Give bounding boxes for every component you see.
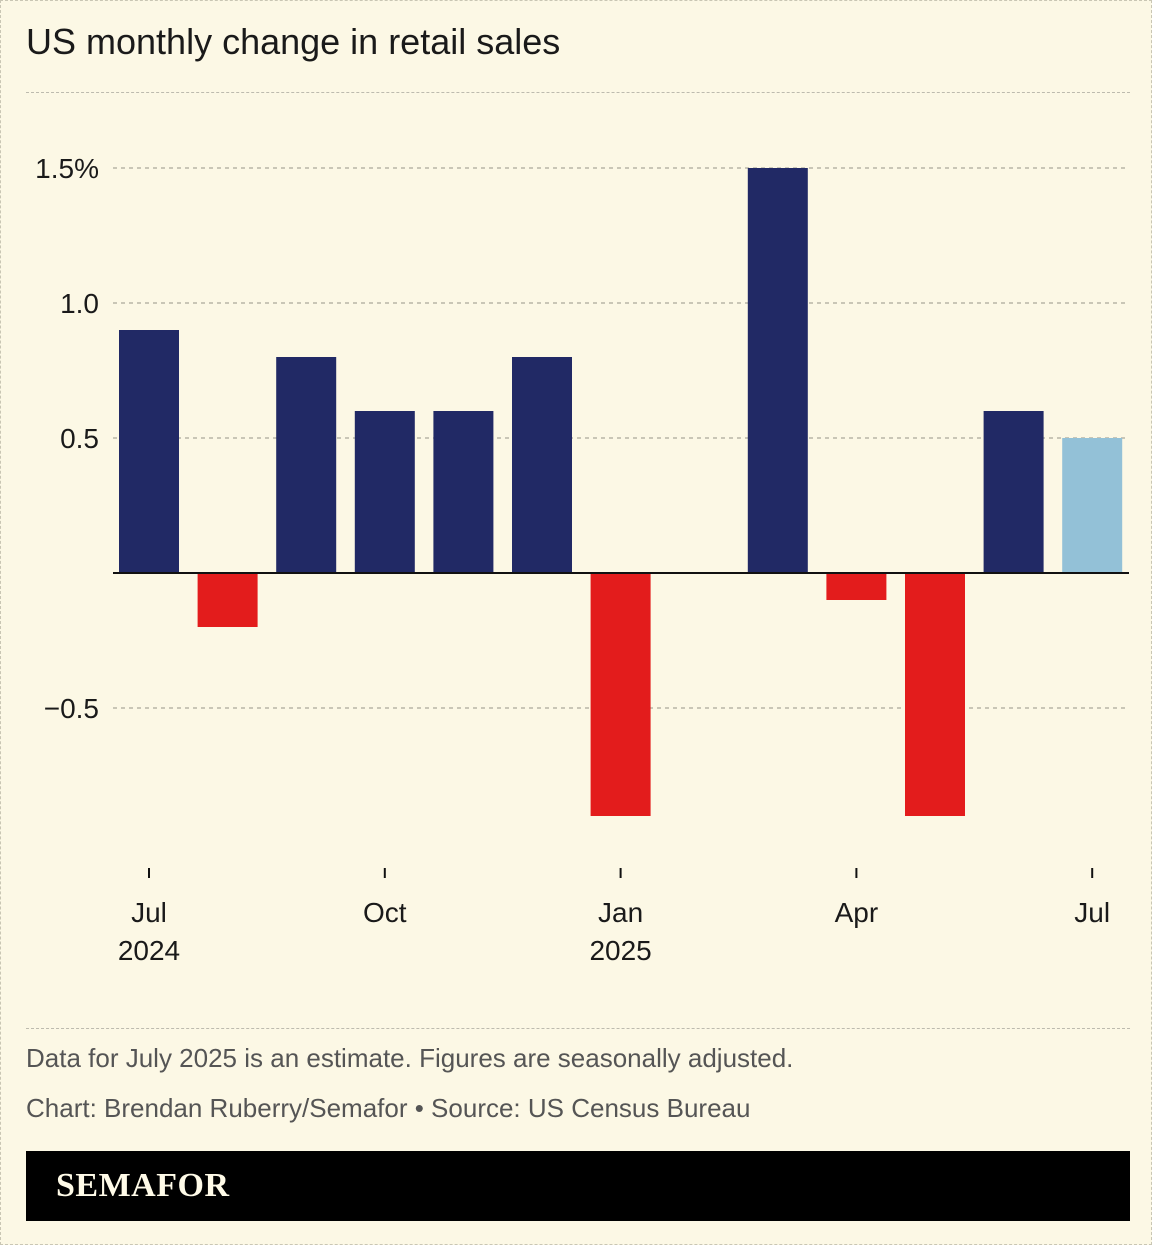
bar-dec-2024 — [512, 357, 572, 573]
bar-mar-2025 — [747, 168, 808, 573]
bar-jul-2024 — [119, 330, 179, 573]
x-tick-label: Apr — [835, 897, 879, 928]
bar-chart: 1.5% 1.0 0.5 −0.5 Jul 2024 Oct Jan 2025 Apr Jul — [35, 153, 1129, 966]
x-tick-label: Jan — [598, 897, 643, 928]
title-divider — [26, 92, 1130, 93]
bar-aug-2024 — [197, 573, 258, 627]
bar-apr-2025 — [826, 573, 887, 600]
x-tick-year-label: 2024 — [118, 935, 180, 966]
footnote: Data for July 2025 is an estimate. Figur… — [26, 1043, 794, 1073]
x-tick-label: Jul — [131, 897, 167, 928]
x-tick-year-label: 2025 — [589, 935, 651, 966]
footer-divider — [26, 1028, 1130, 1029]
source-credit: Chart: Brendan Ruberry/Semafor • Source:… — [26, 1093, 751, 1123]
bar-sep-2024 — [276, 357, 337, 573]
bar-jan-2025 — [590, 573, 651, 816]
semafor-logo: SEMAFOR — [56, 1167, 230, 1204]
bar-oct-2024 — [354, 411, 415, 573]
y-tick-label: −0.5 — [44, 693, 99, 724]
x-tick-label: Jul — [1074, 897, 1110, 928]
bar-may-2025 — [905, 573, 965, 816]
y-tick-label: 1.5% — [35, 153, 99, 184]
brand-bar: SEMAFOR — [26, 1151, 1130, 1221]
bar-jul-2025 — [1062, 438, 1123, 573]
chart-title: US monthly change in retail sales — [26, 21, 561, 62]
y-tick-label: 1.0 — [60, 288, 99, 319]
x-tick-label: Oct — [363, 897, 407, 928]
bar-jun-2025 — [983, 411, 1044, 573]
bar-nov-2024 — [433, 411, 494, 573]
y-tick-label: 0.5 — [60, 423, 99, 454]
